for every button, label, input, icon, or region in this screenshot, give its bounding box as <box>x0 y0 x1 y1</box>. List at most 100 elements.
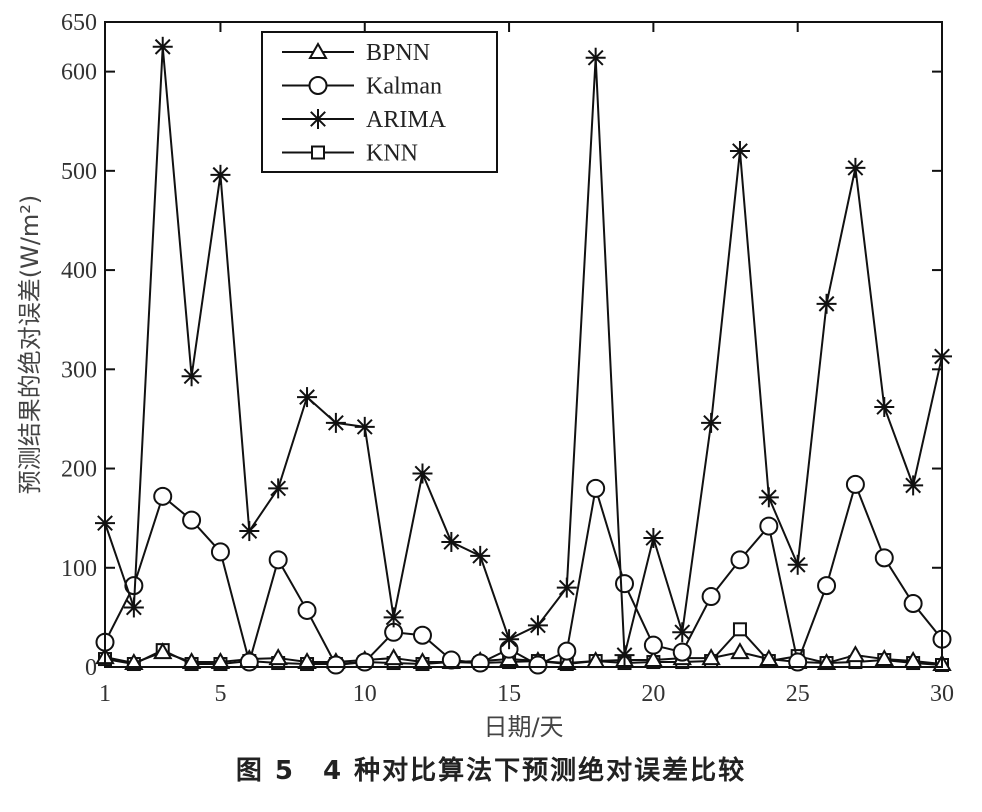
legend: BPNN Kalman ARIMA KNN <box>261 31 498 173</box>
data-point-arima <box>239 521 260 542</box>
data-point-bpnn <box>268 648 288 666</box>
data-point-kalman <box>470 653 490 673</box>
data-point-bpnn <box>412 652 433 670</box>
y-tick-label: 200 <box>61 457 97 483</box>
data-point-kalman <box>759 516 779 536</box>
data-point-bpnn <box>845 645 866 663</box>
data-point-kalman <box>297 600 317 620</box>
data-point-arima <box>874 397 895 418</box>
data-point-arima <box>152 36 173 57</box>
plot-frame <box>104 21 943 668</box>
data-point-arima <box>758 487 779 508</box>
data-point-bpnn <box>383 648 404 666</box>
legend-marker-arima <box>308 109 328 129</box>
data-point-kalman <box>817 576 837 596</box>
legend-marker-knn <box>311 145 325 160</box>
data-point-arima <box>354 416 375 437</box>
data-point-arima <box>729 141 750 161</box>
series-layer <box>95 36 952 675</box>
x-tick-label: 30 <box>930 681 954 707</box>
x-axis-label: 日期/天 <box>483 713 563 741</box>
legend-marker-kalman <box>308 76 328 95</box>
data-point-arima <box>412 463 433 484</box>
legend-item-knn: KNN <box>282 141 418 167</box>
data-point-bpnn <box>701 648 721 666</box>
y-tick-label: 650 <box>61 10 97 36</box>
data-point-kalman <box>730 550 750 570</box>
data-point-arima <box>701 412 722 433</box>
data-point-arima <box>210 164 231 185</box>
data-point-arima <box>268 478 289 499</box>
legend-item-kalman: Kalman <box>282 74 442 100</box>
x-tick-label: 10 <box>353 681 377 707</box>
data-point-kalman <box>268 550 288 570</box>
legend-label-arima: ARIMA <box>366 107 447 133</box>
legend-box <box>261 31 498 173</box>
data-point-kalman <box>153 486 173 506</box>
legend-marker-bpnn <box>308 41 328 59</box>
series-line-kalman <box>104 481 943 667</box>
x-tick-label: 15 <box>497 681 521 707</box>
data-point-arima <box>297 387 318 408</box>
data-point-arima <box>903 475 924 496</box>
data-point-kalman <box>845 474 865 494</box>
legend-item-bpnn: BPNN <box>282 40 430 66</box>
y-axis-label: 预测结果的绝对误差(W/m²) <box>16 195 44 495</box>
data-point-arima <box>181 366 202 387</box>
data-point-bpnn <box>730 642 750 660</box>
axis-ticks <box>104 22 943 668</box>
data-point-arima <box>672 622 693 643</box>
y-tick-label: 100 <box>61 556 97 582</box>
y-tick-label: 400 <box>61 258 97 284</box>
data-point-bpnn <box>874 649 894 667</box>
series-kalman <box>95 474 952 675</box>
y-tick-label: 500 <box>61 159 97 185</box>
data-point-arima <box>527 615 548 636</box>
data-point-kalman <box>672 642 692 662</box>
y-tick-label: 300 <box>61 357 97 383</box>
data-point-arima <box>325 412 346 433</box>
figure-caption: 图 5 4 种对比算法下预测绝对误差比较 <box>235 756 747 786</box>
series-line-arima <box>104 46 943 656</box>
data-point-kalman <box>182 510 202 530</box>
data-point-kalman <box>903 593 923 613</box>
data-point-kalman <box>210 542 230 562</box>
data-point-kalman <box>874 548 894 568</box>
data-point-kalman <box>557 641 577 661</box>
data-point-kalman <box>528 655 548 675</box>
data-point-arima <box>556 577 577 598</box>
data-point-arima <box>787 554 808 575</box>
legend-item-arima: ARIMA <box>282 107 447 133</box>
data-point-arima <box>441 531 462 552</box>
x-tick-label: 25 <box>786 681 810 707</box>
data-point-bpnn <box>210 652 231 670</box>
series-arima <box>95 36 952 666</box>
data-point-arima <box>643 528 664 548</box>
data-point-arima <box>123 597 144 618</box>
data-point-kalman <box>326 655 346 675</box>
data-point-arima <box>614 645 635 666</box>
y-tick-label: 0 <box>85 655 97 681</box>
data-point-arima <box>383 607 404 628</box>
data-point-bpnn <box>557 653 577 671</box>
data-point-kalman <box>615 574 635 594</box>
y-tick-label: 600 <box>61 60 97 86</box>
data-point-kalman <box>586 478 606 498</box>
data-point-arima <box>585 47 606 68</box>
x-tick-label: 20 <box>641 681 665 707</box>
data-point-kalman <box>412 625 432 645</box>
data-point-bpnn <box>759 649 779 667</box>
x-tick-label: 1 <box>99 681 111 707</box>
legend-label-bpnn: BPNN <box>366 40 430 66</box>
data-point-kalman <box>643 635 663 655</box>
data-point-knn <box>732 622 747 637</box>
data-point-arima <box>470 545 491 566</box>
data-point-bpnn <box>153 642 173 660</box>
data-point-bpnn <box>181 652 202 670</box>
data-point-bpnn <box>816 653 837 671</box>
data-point-arima <box>816 293 837 314</box>
x-tick-label: 5 <box>214 681 226 707</box>
